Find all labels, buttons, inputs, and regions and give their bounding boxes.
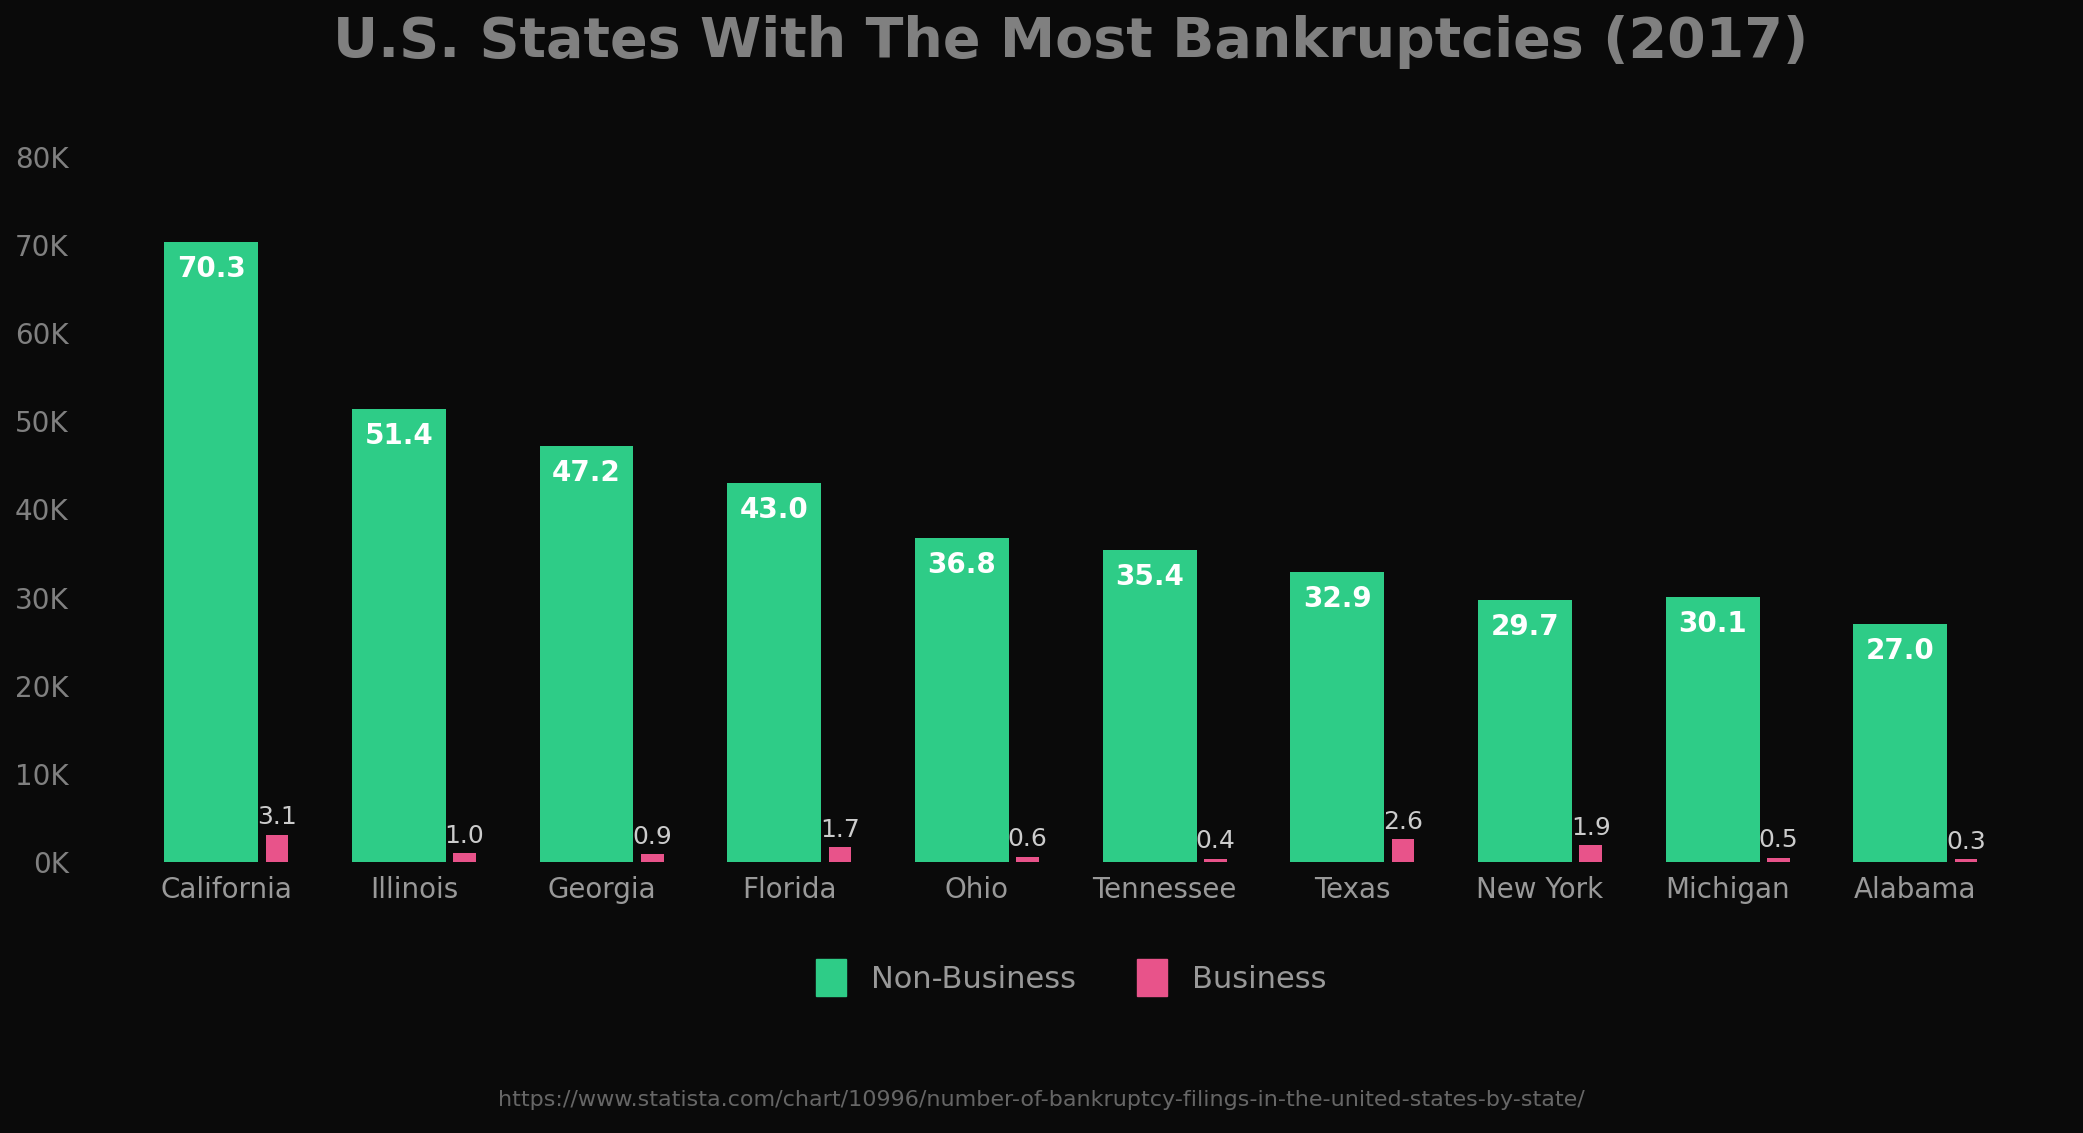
Text: 36.8: 36.8 <box>927 551 996 579</box>
Text: 51.4: 51.4 <box>365 423 433 450</box>
Bar <box>352 409 446 862</box>
Text: 0.9: 0.9 <box>633 825 673 849</box>
Text: 0.5: 0.5 <box>1758 828 1798 852</box>
Bar <box>727 483 821 862</box>
Bar <box>1017 857 1039 862</box>
Bar <box>829 847 852 862</box>
Text: 32.9: 32.9 <box>1304 585 1371 613</box>
Text: 43.0: 43.0 <box>739 496 808 525</box>
Text: 29.7: 29.7 <box>1491 613 1560 641</box>
Text: 0.6: 0.6 <box>1008 827 1048 852</box>
Text: 3.1: 3.1 <box>256 806 296 829</box>
Bar <box>1766 858 1789 862</box>
Bar <box>539 446 633 862</box>
Bar <box>1954 860 1977 862</box>
Text: 1.7: 1.7 <box>821 818 860 842</box>
Bar <box>1391 840 1414 862</box>
Text: 0.3: 0.3 <box>1946 830 1985 854</box>
Bar <box>1102 550 1196 862</box>
Bar <box>267 835 287 862</box>
Bar <box>1579 845 1602 862</box>
Legend: Non-Business, Business: Non-Business, Business <box>800 944 1341 1012</box>
Title: U.S. States With The Most Bankruptcies (2017): U.S. States With The Most Bankruptcies (… <box>333 15 1808 69</box>
Text: 0.4: 0.4 <box>1196 829 1235 853</box>
Text: 27.0: 27.0 <box>1866 637 1935 665</box>
Text: 1.9: 1.9 <box>1571 816 1610 840</box>
Text: 70.3: 70.3 <box>177 255 246 283</box>
Text: 30.1: 30.1 <box>1679 610 1748 638</box>
Bar <box>1204 859 1227 862</box>
Bar <box>642 854 664 862</box>
Bar <box>1666 597 1760 862</box>
Bar <box>454 853 475 862</box>
Bar <box>914 537 1008 862</box>
Bar <box>165 242 258 862</box>
Text: 35.4: 35.4 <box>1114 563 1183 591</box>
Text: https://www.statista.com/chart/10996/number-of-bankruptcy-filings-in-the-united-: https://www.statista.com/chart/10996/num… <box>498 1090 1585 1110</box>
Bar <box>1289 572 1385 862</box>
Bar <box>1854 624 1948 862</box>
Text: 1.0: 1.0 <box>444 824 485 847</box>
Text: 2.6: 2.6 <box>1383 810 1423 834</box>
Bar <box>1479 600 1573 862</box>
Text: 47.2: 47.2 <box>552 459 621 487</box>
